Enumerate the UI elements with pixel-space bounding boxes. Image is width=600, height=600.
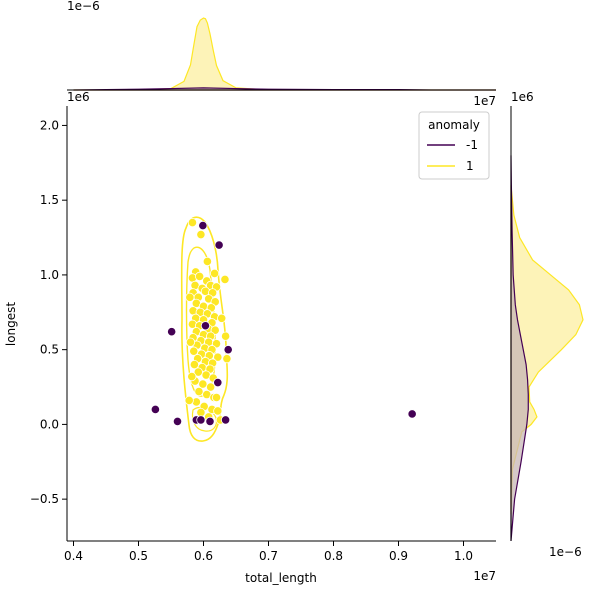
normal-point [202, 256, 212, 267]
x-tick-label: 0.8 [324, 549, 343, 563]
anomaly-point [198, 220, 208, 231]
x-tick-label: 0.6 [194, 549, 213, 563]
x-tick-label: 0.4 [64, 549, 83, 563]
legend-label-anomaly: -1 [466, 138, 478, 152]
anomaly-point [150, 404, 160, 415]
anomaly-point [221, 415, 231, 425]
legend: anomaly -1 1 [418, 111, 490, 180]
anomaly-point [213, 377, 223, 388]
y-tick-label: −0.5 [30, 492, 59, 506]
y-tick-label: 2.0 [40, 118, 59, 132]
normal-point [198, 379, 208, 389]
top-marginal: 1e−6 [67, 0, 496, 91]
normal-point [189, 360, 199, 370]
normal-point [211, 392, 222, 403]
anomaly-point [167, 327, 177, 337]
normal-point [196, 229, 206, 240]
right-density-anomaly [510, 155, 529, 542]
normal-point [195, 271, 205, 282]
x-tick-label: 0.9 [389, 549, 408, 563]
right-top-scale-label: 1e6 [511, 90, 534, 104]
x-scale-label: 1e7 [473, 569, 496, 583]
y-tick-label: 0.0 [40, 417, 59, 431]
anomaly-point [223, 345, 233, 355]
y-scale-label: 1e6 [67, 90, 90, 104]
y-tick-label: 0.5 [40, 343, 59, 357]
right-marginal-density [510, 155, 584, 542]
anomaly-point [407, 409, 417, 419]
x-tick-label: 1.0 [454, 549, 473, 563]
y-tick-label: 1.5 [40, 193, 59, 207]
top-right-scale-label: 1e7 [473, 94, 496, 108]
normal-point [184, 395, 194, 406]
normal-point [206, 382, 216, 392]
legend-label-normal: 1 [466, 159, 474, 173]
legend-title: anomaly [428, 118, 480, 132]
x-tick-label: 0.7 [259, 549, 278, 563]
normal-point [220, 274, 230, 285]
top-density-normal [73, 17, 496, 91]
points-anomaly-series [150, 220, 417, 427]
anomaly-point [172, 416, 183, 427]
top-marginal-density [73, 17, 496, 91]
normal-point [193, 367, 203, 377]
anomaly-point [205, 416, 215, 427]
normal-point [209, 268, 220, 279]
x-axis-label: total_length [245, 571, 317, 585]
normal-point [187, 371, 197, 382]
normal-point [185, 292, 195, 302]
x-ticks: 0.4 0.5 0.6 0.7 0.8 0.9 1.0 [64, 541, 473, 563]
y-ticks: −0.5 0.0 0.5 1.0 1.5 2.0 [30, 118, 67, 506]
normal-point [217, 313, 227, 323]
normal-point [222, 354, 232, 364]
right-marginal-scale-label: 1e−6 [549, 545, 582, 559]
normal-point [187, 217, 198, 228]
right-density-normal [510, 185, 584, 515]
right-marginal: 1e−6 [510, 106, 584, 559]
normal-point [189, 346, 199, 356]
main-plot: 0.4 0.5 0.6 0.7 0.8 0.9 1.0 −0.5 0.0 0.5 1.0 1.5 2.… [4, 90, 534, 585]
y-axis-label: longest [4, 302, 18, 347]
normal-point [194, 386, 204, 397]
normal-point [221, 331, 231, 341]
y-tick-label: 1.0 [40, 268, 59, 282]
anomaly-point [214, 240, 224, 250]
top-marginal-scale-label: 1e−6 [67, 0, 100, 13]
normal-point [213, 406, 223, 416]
anomaly-point [196, 415, 206, 425]
normal-point [185, 337, 196, 347]
x-tick-label: 0.5 [129, 549, 148, 563]
normal-point [213, 352, 223, 362]
anomaly-point [200, 321, 211, 331]
